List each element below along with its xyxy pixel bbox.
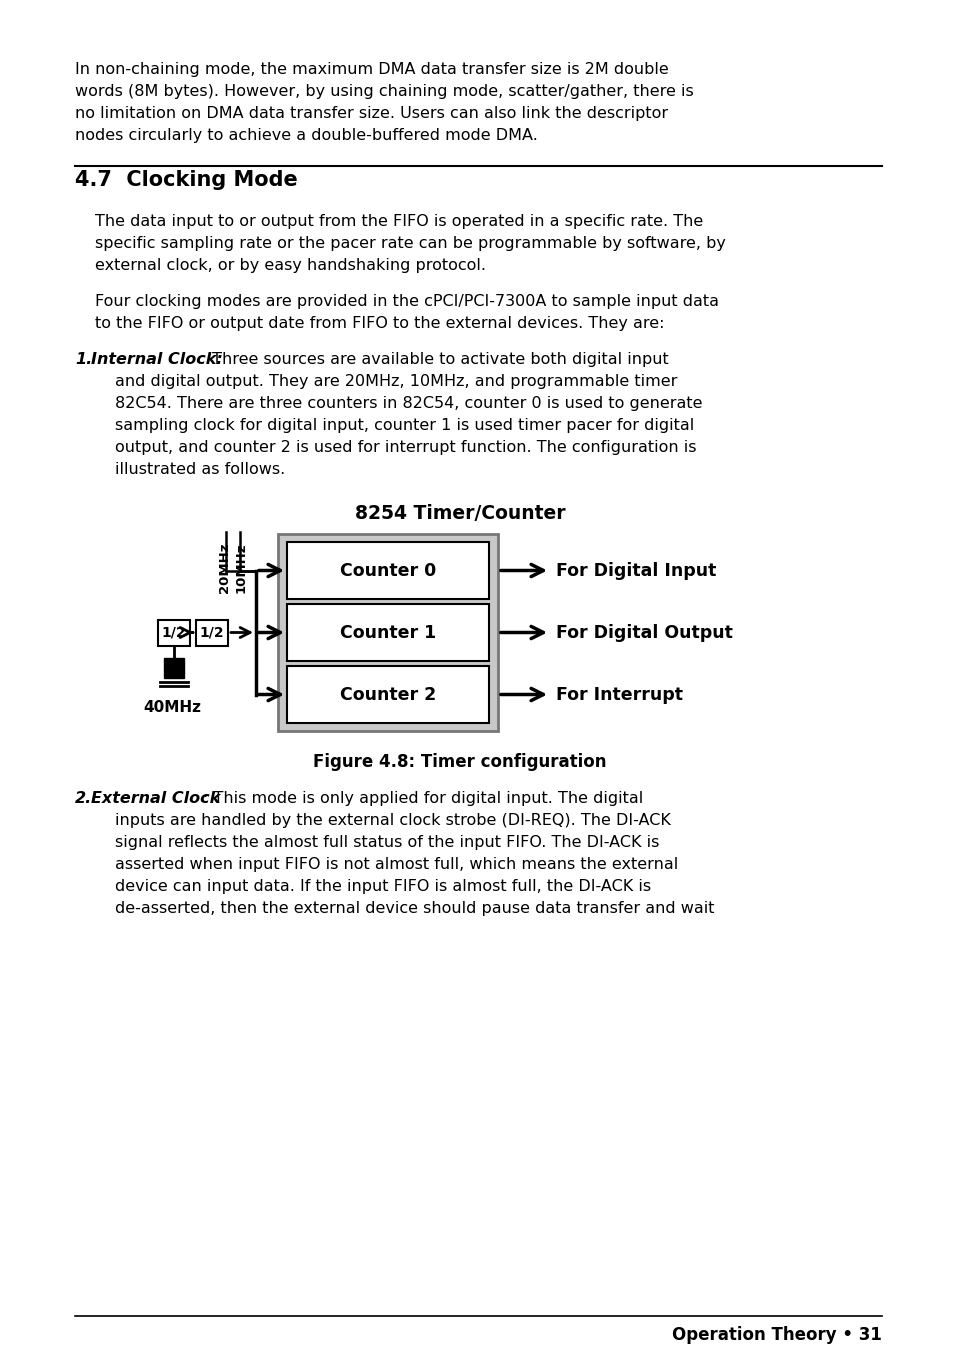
Text: output, and counter 2 is used for interrupt function. The configuration is: output, and counter 2 is used for interr… <box>115 439 696 456</box>
Bar <box>287 542 489 599</box>
Text: words (8M bytes). However, by using chaining mode, scatter/gather, there is: words (8M bytes). However, by using chai… <box>75 84 693 99</box>
Bar <box>164 657 184 677</box>
Text: 20MHz: 20MHz <box>218 542 232 592</box>
Text: signal reflects the almost full status of the input FIFO. The DI-ACK is: signal reflects the almost full status o… <box>115 836 659 850</box>
Text: 8254 Timer/Counter: 8254 Timer/Counter <box>355 504 565 523</box>
Text: no limitation on DMA data transfer size. Users can also link the descriptor: no limitation on DMA data transfer size.… <box>75 105 667 120</box>
Text: External Clock: External Clock <box>91 791 220 806</box>
Text: For Digital Output: For Digital Output <box>556 623 732 641</box>
Text: asserted when input FIFO is not almost full, which means the external: asserted when input FIFO is not almost f… <box>115 857 678 872</box>
Text: illustrated as follows.: illustrated as follows. <box>115 462 285 477</box>
Text: 1.: 1. <box>75 352 92 366</box>
Text: For Interrupt: For Interrupt <box>556 685 682 703</box>
Text: sampling clock for digital input, counter 1 is used timer pacer for digital: sampling clock for digital input, counte… <box>115 418 694 433</box>
Text: de-asserted, then the external device should pause data transfer and wait: de-asserted, then the external device sh… <box>115 900 714 917</box>
Text: Figure 4.8: Timer configuration: Figure 4.8: Timer configuration <box>313 753 606 771</box>
Text: 1/2: 1/2 <box>199 626 224 639</box>
Text: 4.7  Clocking Mode: 4.7 Clocking Mode <box>75 170 297 191</box>
Text: Internal Clock:: Internal Clock: <box>91 352 222 366</box>
Text: and digital output. They are 20MHz, 10MHz, and programmable timer: and digital output. They are 20MHz, 10MH… <box>115 375 677 389</box>
Text: 2.: 2. <box>75 791 92 806</box>
Text: Counter 2: Counter 2 <box>339 685 436 703</box>
Text: specific sampling rate or the pacer rate can be programmable by software, by: specific sampling rate or the pacer rate… <box>95 237 725 251</box>
Text: device can input data. If the input FIFO is almost full, the DI-ACK is: device can input data. If the input FIFO… <box>115 879 651 894</box>
Text: to the FIFO or output date from FIFO to the external devices. They are:: to the FIFO or output date from FIFO to … <box>95 316 664 331</box>
Bar <box>277 534 497 731</box>
Text: inputs are handled by the external clock strobe (DI-REQ). The DI-ACK: inputs are handled by the external clock… <box>115 813 670 827</box>
Text: external clock, or by easy handshaking protocol.: external clock, or by easy handshaking p… <box>95 258 485 273</box>
Bar <box>195 619 228 645</box>
Text: nodes circularly to achieve a double-buffered mode DMA.: nodes circularly to achieve a double-buf… <box>75 128 537 143</box>
Text: In non-chaining mode, the maximum DMA data transfer size is 2M double: In non-chaining mode, the maximum DMA da… <box>75 62 668 77</box>
Text: Counter 0: Counter 0 <box>339 561 436 580</box>
Text: 40MHz: 40MHz <box>143 699 201 714</box>
Text: 82C54. There are three counters in 82C54, counter 0 is used to generate: 82C54. There are three counters in 82C54… <box>115 396 701 411</box>
Bar <box>287 667 489 723</box>
Text: 10MHz: 10MHz <box>234 542 247 592</box>
Text: Four clocking modes are provided in the cPCI/PCI-7300A to sample input data: Four clocking modes are provided in the … <box>95 293 719 310</box>
Text: The data input to or output from the FIFO is operated in a specific rate. The: The data input to or output from the FIF… <box>95 214 702 228</box>
Bar <box>287 604 489 661</box>
Text: : This mode is only applied for digital input. The digital: : This mode is only applied for digital … <box>203 791 642 806</box>
Text: 1/2: 1/2 <box>161 626 186 639</box>
Text: Counter 1: Counter 1 <box>339 623 436 641</box>
Bar <box>158 619 190 645</box>
Text: Operation Theory • 31: Operation Theory • 31 <box>672 1326 882 1344</box>
Text: For Digital Input: For Digital Input <box>556 561 716 580</box>
Text: Three sources are available to activate both digital input: Three sources are available to activate … <box>207 352 668 366</box>
